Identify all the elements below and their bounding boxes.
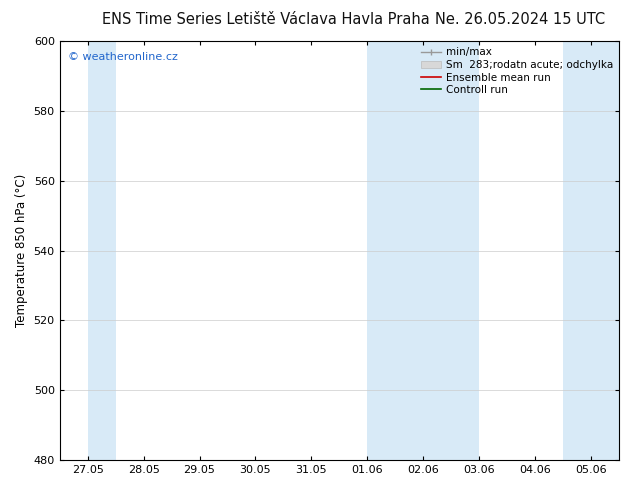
- Text: ENS Time Series Letiště Václava Havla Praha: ENS Time Series Letiště Václava Havla Pr…: [103, 12, 430, 27]
- Legend: min/max, Sm  283;rodatn acute; odchylka, Ensemble mean run, Controll run: min/max, Sm 283;rodatn acute; odchylka, …: [417, 44, 616, 98]
- Bar: [563, 41, 619, 460]
- Y-axis label: Temperature 850 hPa (°C): Temperature 850 hPa (°C): [15, 174, 28, 327]
- Bar: [87, 41, 115, 460]
- Bar: [367, 41, 479, 460]
- Text: Ne. 26.05.2024 15 UTC: Ne. 26.05.2024 15 UTC: [435, 12, 605, 27]
- Text: © weatheronline.cz: © weatheronline.cz: [68, 51, 178, 62]
